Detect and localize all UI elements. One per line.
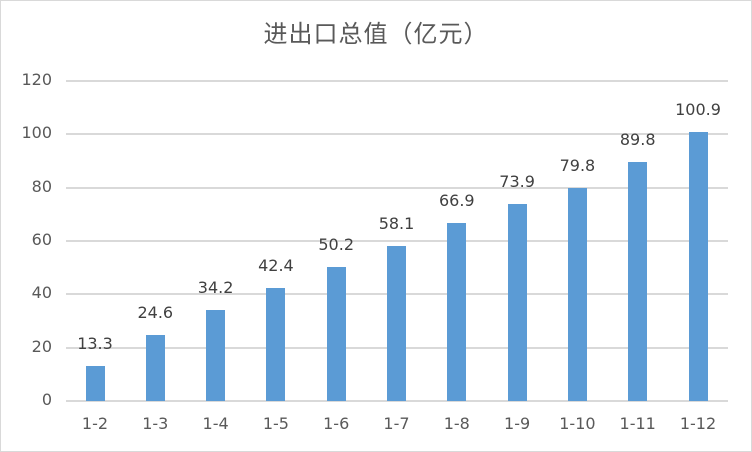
bar [266, 287, 286, 401]
data-label: 58.1 [378, 214, 415, 234]
gridline [66, 80, 728, 82]
bar [387, 246, 406, 401]
gridline [66, 240, 728, 242]
y-tick-label: 60 [31, 230, 52, 249]
data-label: 79.8 [559, 156, 596, 176]
data-label: 73.9 [499, 171, 535, 191]
chart-title: 进出口总值（亿元） [263, 20, 489, 48]
x-tick-label: 1-12 [679, 414, 717, 433]
data-label: 89.8 [619, 129, 656, 149]
x-tick-label: 1-11 [619, 414, 656, 433]
bar [628, 161, 648, 401]
y-tick-label: 40 [31, 283, 52, 303]
x-tick-label: 1-10 [559, 414, 596, 433]
x-tick-label: 1-5 [262, 414, 289, 433]
y-tick-label: 20 [31, 336, 52, 356]
y-tick-label: 80 [31, 176, 52, 196]
bar [326, 267, 346, 401]
x-tick-label: 1-7 [383, 414, 410, 433]
x-tick-label: 1-9 [504, 414, 531, 433]
bar [145, 335, 165, 401]
bar [447, 222, 467, 401]
data-label: 66.9 [438, 190, 475, 210]
bar [206, 309, 226, 401]
x-tick-label: 1-6 [323, 414, 350, 433]
data-label: 100.9 [675, 99, 721, 119]
data-label: 34.2 [197, 277, 234, 297]
x-tick-label: 1-3 [142, 414, 169, 433]
gridline [66, 133, 728, 136]
bar [688, 131, 708, 401]
x-tick-label: 1-4 [202, 414, 229, 433]
bar [85, 365, 105, 401]
gridline [66, 186, 728, 189]
data-label: 24.6 [137, 303, 174, 323]
data-label: 13.3 [77, 333, 113, 353]
x-tick-label: 1-8 [443, 414, 470, 433]
y-tick-label: 0 [41, 390, 52, 409]
bar [567, 188, 587, 401]
data-label: 42.4 [258, 255, 294, 275]
y-tick-label: 120 [21, 70, 52, 89]
gridline [66, 400, 728, 402]
data-label: 50.2 [318, 235, 354, 255]
x-tick-label: 1-2 [81, 414, 109, 433]
y-tick-label: 100 [21, 123, 52, 143]
bar [507, 203, 527, 401]
